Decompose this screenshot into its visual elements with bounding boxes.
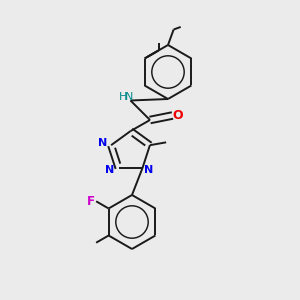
Text: N: N <box>145 165 154 176</box>
Text: H: H <box>119 92 127 103</box>
Text: N: N <box>125 92 133 103</box>
Text: N: N <box>98 138 107 148</box>
Text: N: N <box>106 164 115 175</box>
Text: O: O <box>172 109 183 122</box>
Text: F: F <box>87 195 95 208</box>
